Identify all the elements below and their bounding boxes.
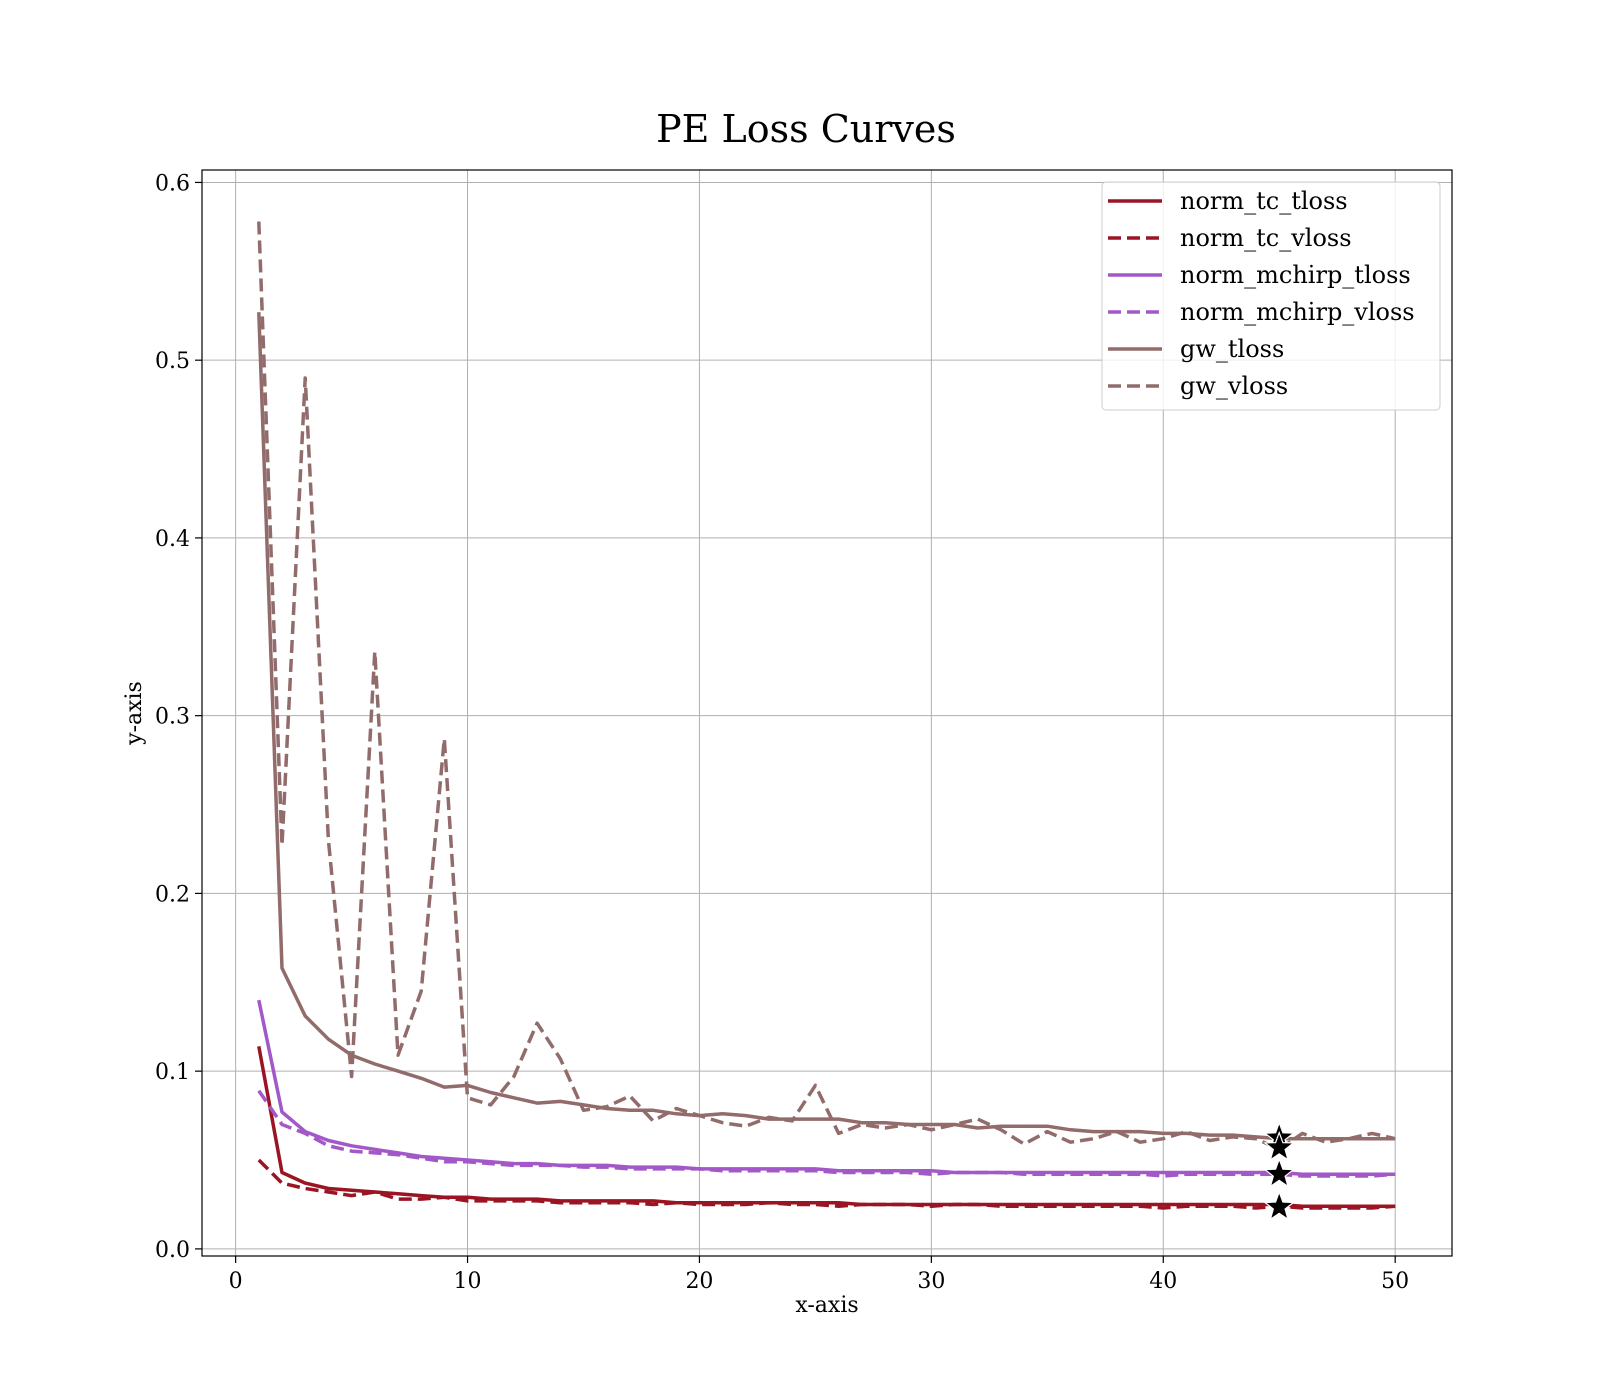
y-tick-label: 0.5 xyxy=(155,349,190,374)
grid xyxy=(202,170,1452,1256)
x-tick-label: 30 xyxy=(917,1269,945,1294)
x-tick-label: 10 xyxy=(454,1269,482,1294)
series-line-norm-tc-vloss xyxy=(257,1158,1396,1210)
legend-entry: gw_vloss xyxy=(1108,372,1288,400)
star-marker xyxy=(1263,1157,1296,1188)
star-marker xyxy=(1263,1190,1296,1221)
legend-label: norm_tc_vloss xyxy=(1180,224,1352,252)
legend-label: norm_mchirp_tloss xyxy=(1180,261,1411,289)
y-tick-label: 0.3 xyxy=(155,705,190,730)
x-tick-label: 50 xyxy=(1381,1269,1409,1294)
y-tick-label: 0.6 xyxy=(155,171,190,196)
plot-frame xyxy=(201,169,1453,1257)
y-ticks: 0.0 0.1 0.2 0.3 0.4 0.5 0.6 xyxy=(155,171,202,1263)
legend-label: gw_tloss xyxy=(1180,335,1284,363)
star-marker xyxy=(1263,1130,1296,1162)
legend-entry: gw_tloss xyxy=(1108,335,1284,363)
legend-entry: norm_tc_vloss xyxy=(1108,224,1352,252)
x-ticks: 0 10 20 30 40 50 xyxy=(229,1256,1409,1294)
chart-title: PE Loss Curves xyxy=(656,107,956,151)
legend-label: norm_tc_tloss xyxy=(1180,187,1348,215)
series-line-gw-tloss xyxy=(257,312,1396,1141)
x-tick-label: 20 xyxy=(685,1269,713,1294)
legend-entry: norm_mchirp_vloss xyxy=(1108,298,1415,326)
series-line-norm-mchirp-vloss xyxy=(257,1089,1396,1178)
legend: norm_tc_tloss norm_tc_vloss norm_mchirp_tl… xyxy=(1101,181,1441,411)
series-line-gw-vloss xyxy=(257,221,1396,1152)
y-tick-label: 0.1 xyxy=(155,1060,190,1085)
legend-entry: norm_mchirp_tloss xyxy=(1108,261,1411,289)
x-tick-label: 40 xyxy=(1149,1269,1177,1294)
series-lines xyxy=(257,221,1396,1210)
y-tick-label: 0.0 xyxy=(155,1238,190,1263)
legend-items: norm_tc_tloss norm_tc_vloss norm_mchirp_tl… xyxy=(1108,187,1415,400)
star-markers xyxy=(1263,1121,1296,1221)
x-tick-label: 0 xyxy=(229,1269,243,1294)
y-tick-label: 0.4 xyxy=(155,527,190,552)
y-axis-label: y-axis xyxy=(122,681,147,746)
legend-box xyxy=(1101,181,1441,411)
y-tick-label: 0.2 xyxy=(155,882,190,907)
legend-label: norm_mchirp_vloss xyxy=(1180,298,1415,326)
x-axis-label: x-axis xyxy=(795,1293,858,1318)
legend-label: gw_vloss xyxy=(1180,372,1288,400)
legend-entry: norm_tc_tloss xyxy=(1108,187,1348,215)
